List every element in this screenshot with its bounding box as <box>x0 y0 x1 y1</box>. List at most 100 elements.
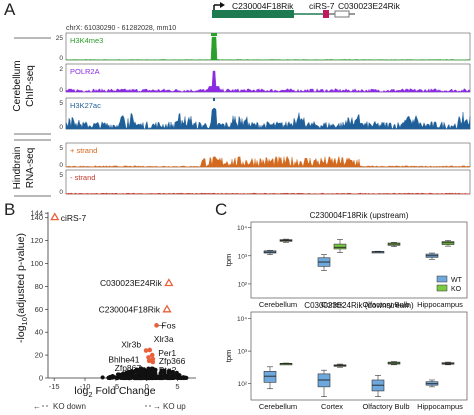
volcano-bg-point <box>181 375 186 381</box>
boxplot-category-0-1: Cortex <box>321 300 343 309</box>
volcano-xtick-label-4: 5 <box>175 382 179 391</box>
track-ytick-min-3: 0 <box>59 162 63 169</box>
legend-label-wt: WT <box>451 277 463 284</box>
boxplot-ylabel-1: tpm <box>224 350 233 363</box>
volcano-point-10 <box>150 359 156 365</box>
group-label-rnaseq: RNA-seq <box>25 148 36 189</box>
volcano-ytick-label-3: 60 <box>35 305 43 314</box>
track-label-0: H3K4me3 <box>70 36 103 45</box>
track-signal-4 <box>65 192 471 195</box>
boxplot-category-1-2: Olfactory Bulb <box>362 402 409 411</box>
volcano-bg-point <box>166 370 171 376</box>
boxplot-ytick-label-0-2: 10⁴ <box>237 225 247 232</box>
volcano-label-8: Zfp366 <box>159 356 186 366</box>
volcano-bg-point <box>158 375 163 380</box>
volcano-point-0 <box>50 212 60 221</box>
volcano-y-axis-label: -log10(adjusted p-value) <box>15 233 29 343</box>
box-wt <box>263 371 277 383</box>
panel-a-letter: A <box>4 0 16 19</box>
volcano-x-axis-label: log2 Fold Change <box>74 385 155 399</box>
track-signal-2 <box>65 107 471 130</box>
boxplot-frame-1 <box>250 311 468 401</box>
track-signal-1 <box>65 70 471 93</box>
volcano-ytick-label-2: 40 <box>35 328 43 337</box>
volcano-bg-point <box>145 369 150 374</box>
volcano-bg-point <box>126 369 131 374</box>
volcano-point-3 <box>154 323 159 328</box>
boxplot-ytick-label-0-1: 10² <box>238 281 248 288</box>
boxplot-ytick-label-0-0: 10³ <box>238 253 248 260</box>
volcano-bg-point <box>140 373 146 378</box>
volcano-bg-point <box>162 373 168 379</box>
volcano-ytick-label-7: 140 <box>30 213 43 222</box>
volcano-point-7 <box>146 355 151 360</box>
direction-arrow-left: ← <box>33 402 41 411</box>
volcano-bg-point <box>147 372 152 377</box>
track-label-4: - strand <box>70 173 95 182</box>
volcano-label-9: Zfp867 <box>115 363 142 373</box>
boxplot-title-0: C230004F18Rik (upstream) <box>310 211 409 220</box>
track-label-1: POLR2A <box>70 67 100 76</box>
track-frame-4 <box>65 169 471 195</box>
boxplot-ylabel-0: tpm <box>224 254 233 267</box>
volcano-xtick-label-1: -10 <box>80 382 91 391</box>
volcano-ytick-label-8: 144 <box>30 209 43 218</box>
group-label-chipseq: ChIP-seq <box>25 65 36 107</box>
boxplot-ytick-label-1-2: 10⁴ <box>237 316 247 323</box>
volcano-ytick-label-5: 100 <box>30 259 43 268</box>
volcano-ytick-label-1: 20 <box>35 351 43 360</box>
volcano-bg-point <box>171 375 176 380</box>
volcano-ytick-label-6: 120 <box>30 236 43 245</box>
track-frame-0 <box>65 32 471 61</box>
boxplot-ytick-label-1-0: 10³ <box>238 349 248 356</box>
volcano-bg-point <box>177 373 182 378</box>
volcano-bg-point <box>167 375 172 380</box>
volcano-label-1: C030023E24Rik <box>100 278 163 288</box>
volcano-bg-point <box>158 371 163 376</box>
box-ko <box>333 243 347 250</box>
volcano-bg-point <box>100 375 105 380</box>
track-ytick-min-2: 0 <box>59 124 63 131</box>
volcano-point-2 <box>162 304 172 313</box>
boxplot-frame-0 <box>250 221 468 299</box>
volcano-bg-point <box>120 374 125 380</box>
volcano-point-5 <box>147 347 153 353</box>
boxplot-category-1-1: Cortex <box>321 402 343 411</box>
track-ytick-max-1: 2 <box>59 66 63 73</box>
gene-model: C230004F18Rik ciRS-7 C030023E24Rik <box>212 1 401 18</box>
legend-swatch-wt <box>436 275 448 283</box>
volcano-label-3: Fos <box>162 320 176 330</box>
track-ytick-min-0: 0 <box>59 55 63 62</box>
h3k4me3-peak-marker <box>211 33 217 36</box>
volcano-xtick-label-2: -5 <box>112 382 119 391</box>
volcano-point-6 <box>149 352 155 358</box>
track-ytick-max-2: 5 <box>59 100 63 107</box>
direction-ko-down: KO down <box>53 402 86 411</box>
group-label-hindbrain: Hindbrain <box>12 147 23 190</box>
c230004f18rik-exon <box>212 10 294 18</box>
boxplot-category-0-0: Cerebellum <box>259 300 297 309</box>
volcano-xtick-label-0: -15 <box>49 382 60 391</box>
volcano-ytick-label-0: 0 <box>39 374 43 383</box>
volcano-label-7: Bhlhe41 <box>108 354 139 364</box>
panel-a-figure: C230004F18Rik ciRS-7 C030023E24Rik chrX:… <box>12 1 471 197</box>
boxplot-ytick-label-1-1: 10² <box>238 381 248 388</box>
boxplot-category-0-3: Hippocampus <box>417 300 463 309</box>
volcano-bg-point <box>137 368 142 373</box>
genomic-coordinates: chrX: 61030290 - 61282028, mm10 <box>66 25 176 32</box>
track-signal-0 <box>65 36 471 61</box>
h3k27ac-peak-marker <box>213 98 215 101</box>
boxplot-title-1: C030023E24Rik (downstream) <box>304 301 414 310</box>
volcano-label-2: C230004F18Rik <box>99 304 161 314</box>
boxplot-category-1-0: Cerebellum <box>259 402 297 411</box>
volcano-label-10: Btg2 <box>159 365 177 375</box>
track-ytick-min-1: 0 <box>59 87 63 94</box>
tss-arrow-head <box>220 2 225 8</box>
track-ytick-max-0: 25 <box>56 35 64 42</box>
panel-b-letter: B <box>4 200 16 219</box>
track-frame-1 <box>65 63 471 93</box>
volcano-bg-point <box>127 375 132 381</box>
track-label-2: H3K27ac <box>70 101 101 110</box>
gene-label-c230004f18rik: C230004F18Rik <box>232 1 294 11</box>
